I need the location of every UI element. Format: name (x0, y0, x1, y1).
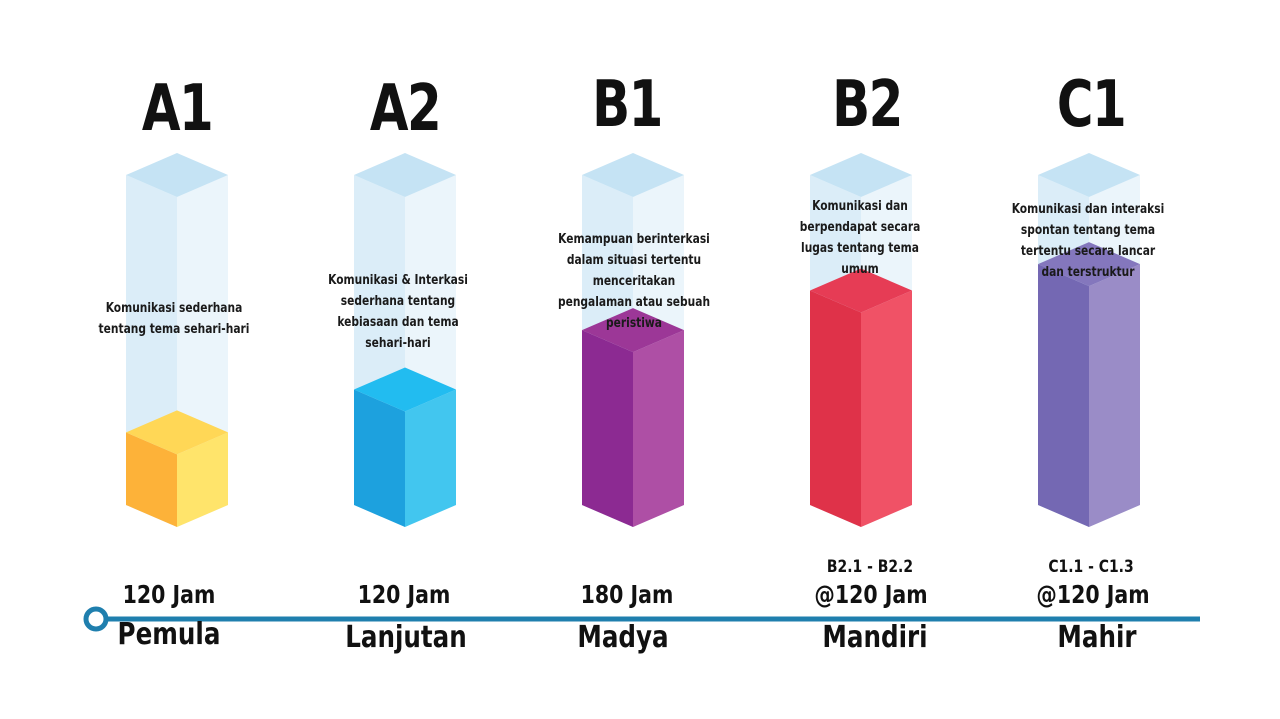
level-description-a1: Komunikasi sederhana tentang tema sehari… (98, 301, 250, 337)
fill-bar-side-b2 (861, 290, 912, 527)
level-description-c1: Komunikasi dan interaksi spontan tentang… (1011, 202, 1165, 280)
fill-bar-front-a1 (126, 432, 177, 527)
level-name-b2: Mandiri (822, 620, 928, 655)
fill-bar-side-a1 (177, 432, 228, 527)
level-description-b2: Komunikasi dan berpendapat secara lugas … (799, 199, 921, 277)
fill-bar-front-a2 (354, 389, 405, 527)
level-name-a2: Lanjutan (345, 620, 467, 655)
level-hours-a2: 120 Jam (357, 580, 451, 609)
fill-bar-front-b1 (582, 330, 633, 527)
level-code-b2: B2 (832, 68, 903, 142)
level-description-a2: Komunikasi & Interkasi sederhana tentang… (328, 273, 468, 351)
level-name-c1: Mahir (1057, 620, 1137, 655)
fill-bar-top-a1 (126, 410, 228, 455)
level-code-c1: C1 (1056, 68, 1127, 142)
level-code-b1: B1 (592, 68, 663, 142)
fill-bar-side-a2 (405, 389, 456, 527)
glass-column-top-b1 (582, 153, 684, 197)
columns-layer (126, 153, 1140, 527)
glass-column-top-b2 (810, 153, 912, 197)
fill-bar-top-a2 (354, 367, 456, 412)
level-name-a1: Pemula (117, 617, 221, 652)
glass-column-top-a2 (354, 153, 456, 197)
fill-bar-top-b2 (810, 268, 912, 313)
timeline-start-circle (83, 606, 109, 632)
level-sublevels-b2: B2.1 - B2.2 (826, 557, 914, 577)
level-hours-b1: 180 Jam (580, 580, 674, 609)
fill-bar-side-c1 (1089, 264, 1140, 527)
fill-bar-top-b1 (582, 308, 684, 353)
level-hours-b2: @120 Jam (814, 580, 928, 609)
level-name-b1: Madya (577, 620, 669, 655)
timeline (83, 606, 1200, 632)
level-sublevels-c1: C1.1 - C1.3 (1048, 557, 1134, 577)
level-code-a2: A2 (369, 72, 442, 146)
level-hours-a1: 120 Jam (122, 580, 216, 609)
level-description-b1: Kemampuan berinterkasi dalam situasi ter… (557, 232, 711, 331)
fill-bar-front-b2 (810, 290, 861, 527)
glass-column-top-a1 (126, 153, 228, 197)
fill-bar-side-b1 (633, 330, 684, 527)
level-hours-c1: @120 Jam (1036, 580, 1150, 609)
level-code-a1: A1 (141, 72, 214, 146)
glass-column-top-c1 (1038, 153, 1140, 197)
fill-bar-top-c1 (1038, 242, 1140, 287)
fill-bar-front-c1 (1038, 264, 1089, 527)
